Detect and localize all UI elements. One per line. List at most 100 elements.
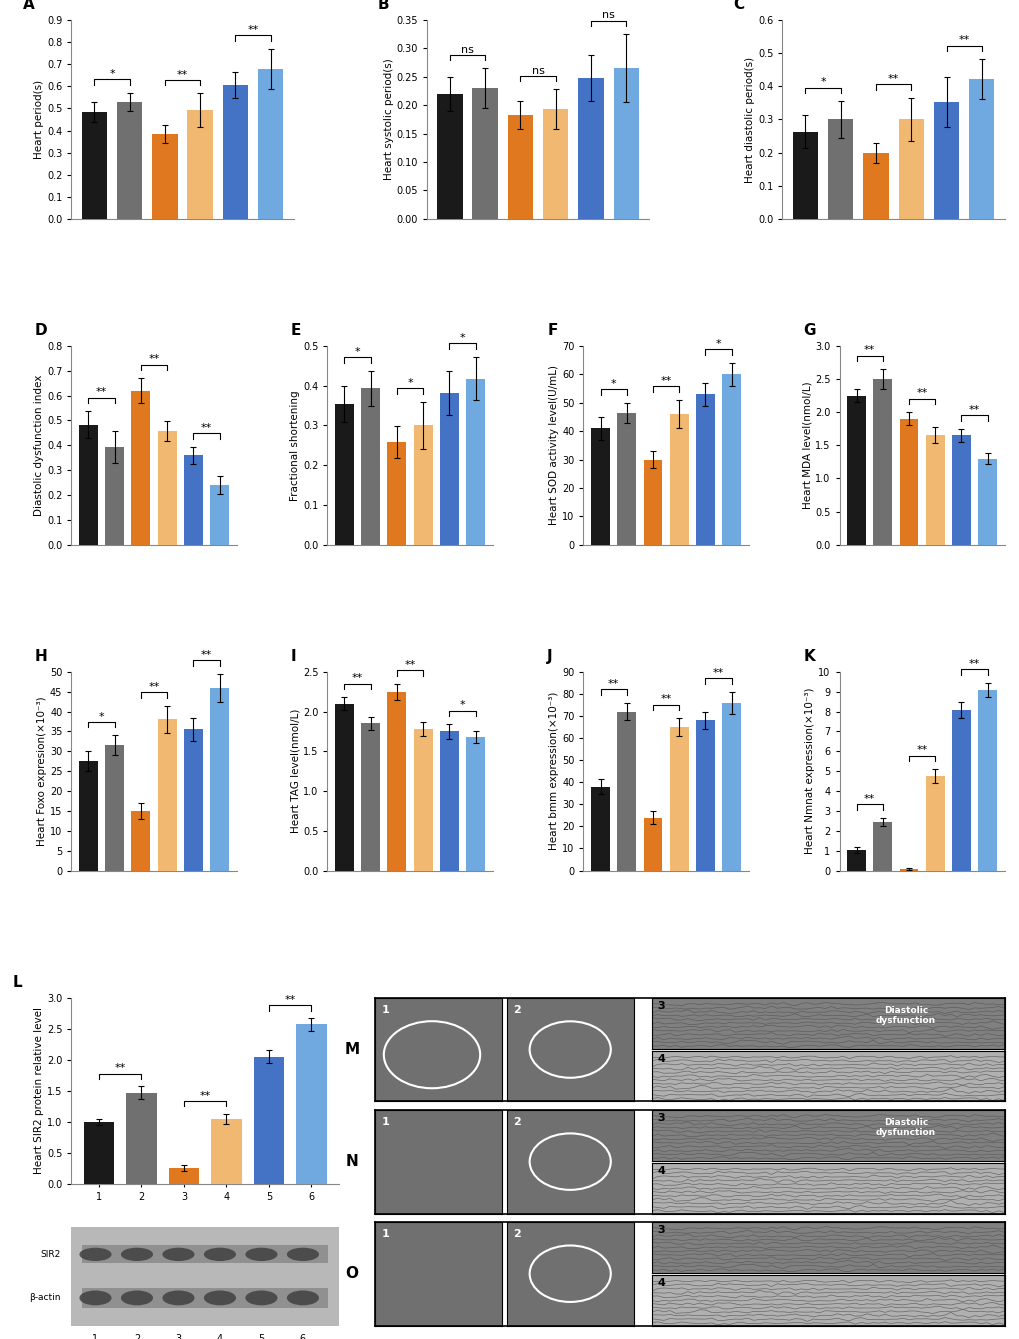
Text: L: L: [12, 975, 22, 991]
Text: ns: ns: [601, 11, 614, 20]
Bar: [695, 720, 714, 870]
Bar: [847, 850, 865, 870]
Bar: [210, 688, 228, 870]
Bar: [925, 777, 944, 870]
Ellipse shape: [121, 1291, 153, 1306]
Text: *: *: [407, 378, 413, 388]
Text: 2: 2: [513, 1004, 521, 1015]
Ellipse shape: [286, 1248, 319, 1261]
Bar: [695, 394, 714, 545]
Text: Diastolic
dysfunction: Diastolic dysfunction: [875, 1118, 935, 1137]
Bar: [578, 78, 603, 218]
Bar: [669, 727, 688, 870]
Text: *: *: [355, 347, 360, 356]
Text: **: **: [888, 74, 899, 84]
Bar: [361, 723, 380, 870]
Text: **: **: [863, 345, 874, 355]
Text: A: A: [22, 0, 35, 12]
Y-axis label: Heart SIR2 protein relative level: Heart SIR2 protein relative level: [34, 1007, 44, 1174]
Bar: [542, 110, 568, 218]
Ellipse shape: [162, 1248, 195, 1261]
Text: **: **: [916, 746, 927, 755]
Y-axis label: Heart SOD activity level(U/mL): Heart SOD activity level(U/mL): [549, 366, 558, 525]
Text: ns: ns: [531, 66, 544, 75]
Text: **: **: [404, 660, 416, 670]
Text: J: J: [546, 649, 552, 664]
Bar: [387, 692, 406, 870]
Text: 2: 2: [513, 1229, 521, 1239]
Bar: [437, 94, 462, 218]
Bar: [82, 111, 107, 218]
Ellipse shape: [79, 1248, 111, 1261]
Ellipse shape: [246, 1291, 277, 1306]
Text: **: **: [96, 387, 107, 398]
Text: **: **: [148, 682, 159, 692]
Bar: [977, 690, 997, 870]
Text: **: **: [712, 668, 723, 678]
Text: **: **: [148, 355, 159, 364]
Text: F: F: [546, 323, 557, 337]
Bar: [827, 119, 853, 218]
Bar: [105, 447, 124, 545]
Text: G: G: [802, 323, 815, 337]
Text: **: **: [176, 70, 187, 79]
Ellipse shape: [121, 1248, 153, 1261]
Y-axis label: Diastolic dysfunction index: Diastolic dysfunction index: [35, 375, 44, 516]
Bar: [925, 435, 944, 545]
Bar: [951, 435, 970, 545]
Bar: [105, 746, 124, 870]
Text: 3: 3: [656, 1113, 664, 1123]
Y-axis label: Heart period(s): Heart period(s): [35, 80, 44, 159]
Bar: [414, 426, 432, 545]
Bar: [187, 110, 213, 218]
Text: 1: 1: [381, 1229, 388, 1239]
Text: 1: 1: [381, 1117, 388, 1127]
Bar: [898, 119, 923, 218]
Y-axis label: Heart TAG level(nmol/L): Heart TAG level(nmol/L): [289, 708, 300, 833]
Bar: [334, 703, 354, 870]
Bar: [296, 1024, 326, 1184]
FancyBboxPatch shape: [82, 1288, 328, 1308]
Bar: [222, 84, 248, 218]
Text: 3: 3: [656, 1225, 664, 1236]
Text: ns: ns: [461, 44, 474, 55]
Text: N: N: [345, 1154, 358, 1169]
Ellipse shape: [286, 1291, 319, 1306]
Bar: [183, 730, 203, 870]
Bar: [131, 811, 150, 870]
Text: 4: 4: [656, 1054, 664, 1065]
Bar: [862, 153, 888, 218]
Ellipse shape: [204, 1248, 235, 1261]
Y-axis label: Heart systolic period(s): Heart systolic period(s): [383, 59, 393, 181]
Text: **: **: [863, 794, 874, 805]
Bar: [872, 822, 892, 870]
Bar: [466, 736, 485, 870]
Bar: [872, 379, 892, 545]
Text: 6: 6: [300, 1334, 306, 1339]
Text: 4: 4: [656, 1279, 664, 1288]
Text: **: **: [958, 35, 969, 46]
Text: *: *: [99, 711, 104, 722]
Y-axis label: Heart diastolic period(s): Heart diastolic period(s): [745, 56, 754, 182]
Ellipse shape: [246, 1248, 277, 1261]
Y-axis label: Heart MDA level(nmol/L): Heart MDA level(nmol/L): [801, 382, 811, 509]
Text: 5: 5: [258, 1334, 264, 1339]
Bar: [968, 79, 994, 218]
Bar: [792, 131, 817, 218]
Text: 2: 2: [513, 1117, 521, 1127]
Text: 1: 1: [93, 1334, 99, 1339]
Text: *: *: [460, 700, 465, 711]
Text: K: K: [802, 649, 814, 664]
Text: O: O: [345, 1267, 359, 1281]
Text: B: B: [378, 0, 389, 12]
Text: 4: 4: [217, 1334, 223, 1339]
Bar: [951, 710, 970, 870]
Bar: [387, 442, 406, 545]
Y-axis label: Fractional shortening: Fractional shortening: [290, 390, 300, 501]
Bar: [439, 392, 459, 545]
Text: **: **: [114, 1063, 125, 1074]
Text: **: **: [352, 674, 363, 683]
Text: 3: 3: [175, 1334, 181, 1339]
Bar: [899, 869, 917, 870]
Bar: [439, 731, 459, 870]
